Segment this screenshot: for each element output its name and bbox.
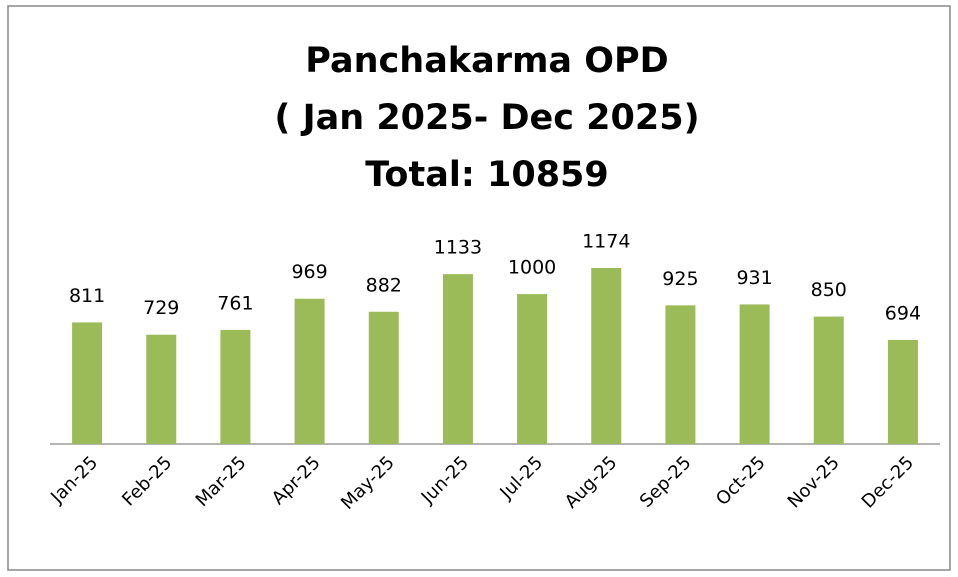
data-label: 1174 <box>582 231 630 253</box>
bar <box>813 316 844 444</box>
data-label: 694 <box>885 302 921 324</box>
bar <box>72 322 103 444</box>
data-label: 1000 <box>508 257 556 279</box>
bar <box>294 298 325 444</box>
data-label: 1133 <box>434 237 482 259</box>
bar <box>591 268 622 444</box>
bar <box>220 329 251 444</box>
data-label: 850 <box>811 279 847 301</box>
bar <box>368 311 399 444</box>
chart-title: Total: 10859 <box>365 155 609 195</box>
chart-frame <box>7 5 951 571</box>
chart-title: Panchakarma OPD <box>305 41 668 81</box>
data-label: 761 <box>217 292 253 314</box>
bar <box>739 304 770 444</box>
data-label: 925 <box>662 268 698 290</box>
data-label: 931 <box>736 267 772 289</box>
bar <box>887 339 918 444</box>
data-label: 882 <box>366 274 402 296</box>
bar <box>146 334 177 444</box>
data-label: 811 <box>69 285 105 307</box>
bar <box>517 294 548 444</box>
chart-title: ( Jan 2025- Dec 2025) <box>274 98 699 138</box>
bar <box>442 274 473 444</box>
data-label: 969 <box>291 261 327 283</box>
data-label: 729 <box>143 297 179 319</box>
bar <box>665 305 696 444</box>
